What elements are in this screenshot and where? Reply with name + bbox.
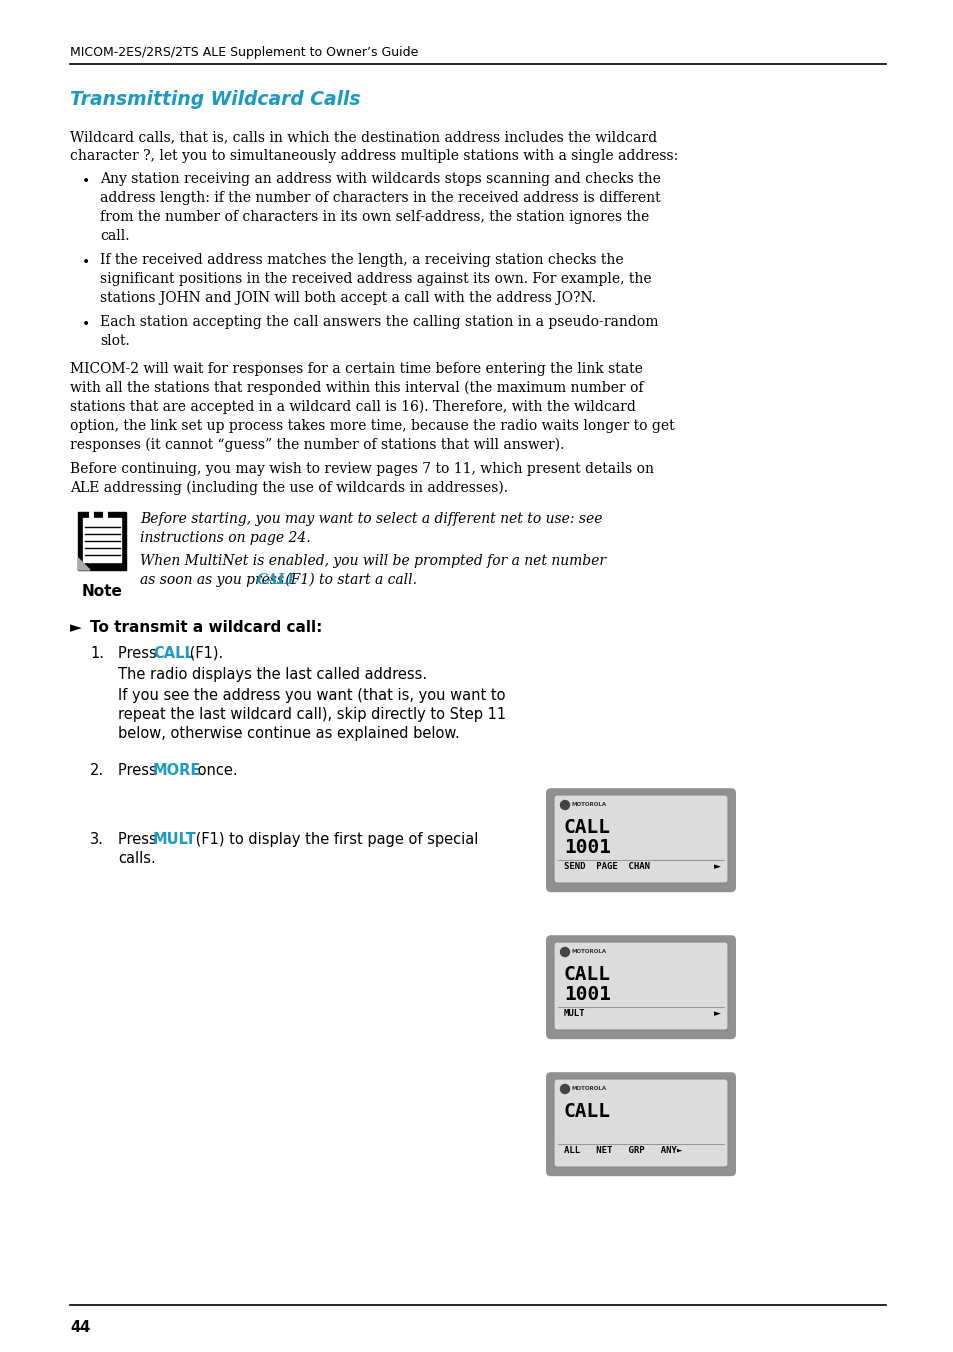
FancyBboxPatch shape [554,942,727,1030]
Text: 44: 44 [70,1320,91,1334]
Text: Each station accepting the call answers the calling station in a pseudo-random: Each station accepting the call answers … [100,315,658,329]
Text: MOTOROLA: MOTOROLA [572,802,606,807]
Text: Before continuing, you may wish to review pages 7 to 11, which present details o: Before continuing, you may wish to revie… [70,462,654,476]
Text: CALL: CALL [152,646,193,661]
Text: stations JOHN and JOIN will both accept a call with the address JO?N.: stations JOHN and JOIN will both accept … [100,291,596,306]
Text: with all the stations that responded within this interval (the maximum number of: with all the stations that responded wit… [70,381,643,395]
Text: 1001: 1001 [563,838,610,857]
Text: CALL: CALL [563,1102,610,1121]
Circle shape [560,800,569,810]
Text: Before starting, you may want to select a different net to use: see: Before starting, you may want to select … [140,512,602,526]
Text: ►: ► [713,1009,720,1018]
Text: When MultiNet is enabled, you will be prompted for a net number: When MultiNet is enabled, you will be pr… [140,554,605,568]
Text: option, the link set up process takes more time, because the radio waits longer : option, the link set up process takes mo… [70,419,674,433]
Text: CALL: CALL [563,818,610,837]
Text: (F1) to start a call.: (F1) to start a call. [281,573,416,587]
Text: MULT: MULT [152,831,196,846]
Text: Press: Press [118,646,161,661]
Text: Transmitting Wildcard Calls: Transmitting Wildcard Calls [70,91,360,110]
Text: 2.: 2. [90,763,104,777]
Text: repeat the last wildcard call), skip directly to Step 11: repeat the last wildcard call), skip dir… [118,707,506,722]
Text: ALE addressing (including the use of wildcards in addresses).: ALE addressing (including the use of wil… [70,481,507,495]
Text: •: • [82,316,91,331]
Text: significant positions in the received address against its own. For example, the: significant positions in the received ad… [100,272,651,287]
FancyBboxPatch shape [83,518,121,562]
Text: If the received address matches the length, a receiving station checks the: If the received address matches the leng… [100,253,623,266]
Text: calls.: calls. [118,850,155,867]
Text: SEND  PAGE  CHAN: SEND PAGE CHAN [563,863,649,871]
Text: address length: if the number of characters in the received address is different: address length: if the number of charact… [100,191,659,206]
Text: once.: once. [193,763,237,777]
Text: MOTOROLA: MOTOROLA [572,1086,606,1091]
Text: call.: call. [100,228,130,243]
Text: stations that are accepted in a wildcard call is 16). Therefore, with the wildca: stations that are accepted in a wildcard… [70,400,636,415]
Polygon shape [78,558,90,571]
Circle shape [560,948,569,956]
FancyBboxPatch shape [554,1079,727,1167]
Text: Any station receiving an address with wildcards stops scanning and checks the: Any station receiving an address with wi… [100,172,660,187]
Text: •: • [82,256,91,269]
Text: ALL   NET   GRP   ANY►: ALL NET GRP ANY► [563,1146,681,1155]
Text: If you see the address you want (that is, you want to: If you see the address you want (that is… [118,688,505,703]
FancyBboxPatch shape [545,936,735,1040]
Text: CALL: CALL [563,965,610,984]
Text: (F1) to display the first page of special: (F1) to display the first page of specia… [191,831,477,846]
Text: from the number of characters in its own self-address, the station ignores the: from the number of characters in its own… [100,210,649,224]
Text: MORE: MORE [152,763,201,777]
Text: MICOM-2 will wait for responses for a certain time before entering the link stat: MICOM-2 will wait for responses for a ce… [70,362,642,376]
Text: slot.: slot. [100,334,130,347]
Text: CALL: CALL [256,573,297,587]
Text: character ?, let you to simultaneously address multiple stations with a single a: character ?, let you to simultaneously a… [70,149,678,164]
Text: •: • [82,174,91,188]
Text: Press: Press [118,831,161,846]
Text: The radio displays the last called address.: The radio displays the last called addre… [118,667,427,681]
Text: Note: Note [81,584,122,599]
FancyBboxPatch shape [545,788,735,892]
Text: as soon as you press: as soon as you press [140,573,288,587]
Text: below, otherwise continue as explained below.: below, otherwise continue as explained b… [118,726,459,741]
Text: (F1).: (F1). [185,646,223,661]
Text: 1001: 1001 [563,986,610,1005]
Circle shape [560,1084,569,1094]
Text: Wildcard calls, that is, calls in which the destination address includes the wil: Wildcard calls, that is, calls in which … [70,130,657,145]
Text: MULT: MULT [563,1009,585,1018]
Text: ►: ► [70,621,82,635]
Text: To transmit a wildcard call:: To transmit a wildcard call: [90,621,322,635]
Text: 3.: 3. [90,831,104,846]
Text: instructions on page 24.: instructions on page 24. [140,531,311,545]
Text: MOTOROLA: MOTOROLA [572,949,606,955]
Text: responses (it cannot “guess” the number of stations that will answer).: responses (it cannot “guess” the number … [70,438,564,453]
Text: 1.: 1. [90,646,104,661]
FancyBboxPatch shape [78,512,126,571]
Text: MICOM-2ES/2RS/2TS ALE Supplement to Owner’s Guide: MICOM-2ES/2RS/2TS ALE Supplement to Owne… [70,46,418,59]
Text: Press: Press [118,763,161,777]
Text: ►: ► [713,863,720,871]
FancyBboxPatch shape [545,1072,735,1176]
FancyBboxPatch shape [554,795,727,883]
